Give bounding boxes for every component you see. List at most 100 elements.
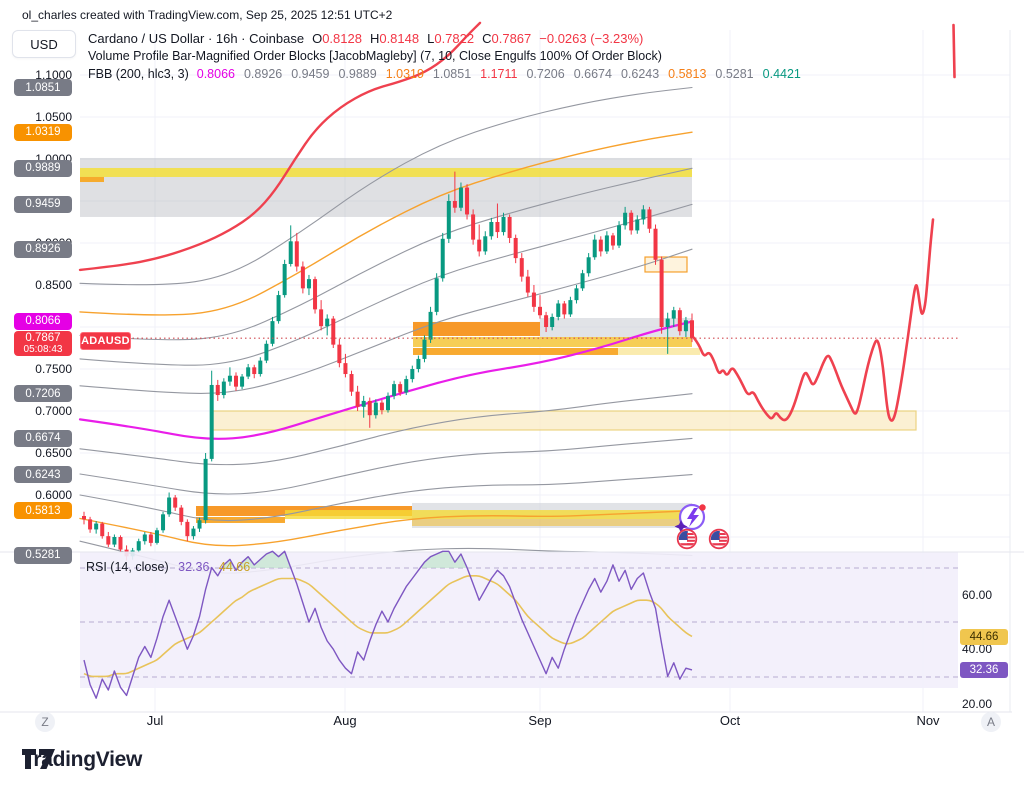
symbol-legend-row[interactable]: Cardano / US Dollar · 16h · Coinbase O0.8… [88, 31, 643, 46]
price-axis-badge: 1.0319 [14, 123, 72, 141]
rsi-legend-row[interactable]: RSI (14, close) 32.36 44.66 [86, 560, 250, 574]
fbb-band-red [78, 21, 482, 272]
symbol-title: Cardano / US Dollar · 16h · Coinbase [88, 31, 305, 46]
timezone-button[interactable]: Z [35, 712, 55, 732]
fbb-values: 0.8066 0.8926 0.9459 0.9889 1.0319 1.0851 1.17… [197, 67, 810, 81]
fbb-band-gray [79, 86, 693, 286]
rsi-value: 32.36 [178, 560, 210, 574]
attribution-text: ol_charles created with TradingView.com,… [22, 8, 393, 22]
candle-body [240, 376, 245, 387]
candle-body [562, 303, 567, 315]
rsi-axis-badge: 32.36 [960, 661, 1008, 678]
candle-body [586, 257, 591, 274]
candle-body [319, 309, 324, 327]
ohlc-value: 0.8148 [379, 31, 420, 46]
indicator-legend-fbb[interactable]: FBB (200, hlc3, 3) 0.8066 0.8926 0.9459 0.98… [88, 67, 810, 81]
price-axis-badge: 0.9889 [14, 159, 72, 177]
fbb-band-magenta [78, 320, 694, 440]
order-block-zone [413, 336, 692, 347]
candle-body [386, 395, 390, 411]
us-flag-event-icon[interactable] [708, 528, 730, 550]
fbb-value: 1.1711 [480, 67, 518, 81]
candle-body [179, 507, 184, 522]
time-axis-label: Jul [146, 713, 164, 728]
candle-body [653, 228, 658, 260]
price-axis-label: 0.6500 [35, 446, 72, 460]
candle-body [325, 318, 330, 327]
candle-body [568, 300, 573, 315]
price-axis-label: 0.7000 [35, 404, 72, 418]
candle-body [264, 343, 269, 361]
candle-body [82, 516, 86, 520]
ohlc-value: 0.8128 [322, 31, 362, 46]
candle-body [525, 276, 530, 293]
candle-body [580, 273, 585, 289]
fbb-band-gray [79, 474, 693, 522]
fbb-value: 1.0319 [385, 67, 424, 81]
candle-body [227, 375, 232, 382]
candle-body [355, 391, 360, 407]
price-axis-label: 1.0500 [35, 110, 72, 124]
candle-body [410, 369, 415, 380]
price-projection-line [692, 218, 935, 422]
time-axis-label: Oct [719, 713, 741, 728]
candle-body [404, 379, 409, 393]
candle-body [477, 239, 482, 252]
candle-body [574, 288, 579, 301]
ohlc-key: C [482, 31, 492, 46]
rsi-overbought-fill [238, 551, 291, 568]
candle-body [392, 384, 397, 396]
candle-body [434, 278, 439, 312]
candle-body [349, 374, 354, 392]
rsi-line [83, 550, 693, 699]
last-price-badge: 0.7867 05:08:43 [14, 331, 72, 356]
candle-body [112, 537, 117, 545]
fbb-value: 0.5813 [668, 67, 707, 81]
auto-scale-button[interactable]: A [981, 712, 1001, 732]
candle-body [647, 209, 652, 229]
candle-body [538, 306, 542, 316]
tradingview-logo[interactable]: TradingView [22, 748, 142, 772]
candle-body [148, 534, 153, 543]
ohlc-value: 0.7822 [434, 31, 475, 46]
time-axis-label: Sep [528, 713, 552, 728]
ai-event-icon[interactable] [674, 503, 706, 533]
candle-body [446, 201, 451, 239]
candle-body [106, 536, 111, 545]
candle-body [501, 216, 506, 233]
currency-button[interactable]: USD [12, 30, 76, 58]
tradingview-logo-mark [22, 749, 55, 769]
price-axis-label: 0.8500 [35, 278, 72, 292]
rsi-band-fill [80, 552, 958, 688]
candle-body [294, 241, 299, 267]
order-block-zone [618, 348, 700, 355]
candle-body [690, 320, 694, 338]
us-flag-event-icon[interactable] [676, 528, 698, 550]
candle-body [173, 497, 178, 508]
candle-body [270, 321, 275, 344]
candle-body [276, 295, 281, 322]
indicator-legend-orderblocks[interactable]: Volume Profile Bar-Magnified Order Block… [88, 49, 662, 63]
order-block-zone [412, 519, 692, 526]
fbb-value: 0.9889 [338, 67, 377, 81]
candle-body [197, 520, 202, 529]
candle-body [677, 310, 682, 332]
candle-body [313, 279, 318, 310]
candle-body [215, 384, 220, 396]
price-axis-badge: 0.8066 [14, 312, 72, 330]
candle-body [221, 381, 226, 396]
order-block-zone [285, 510, 692, 520]
fbb-band-orange [79, 131, 693, 316]
candle-body [495, 222, 500, 233]
candle-body [592, 239, 597, 258]
candle-body [234, 375, 238, 387]
order-block-zone [413, 348, 618, 355]
rsi-axis-label: 40.00 [962, 642, 993, 657]
candle-body [288, 241, 293, 264]
candle-body [635, 219, 640, 231]
rsi-title: RSI (14, close) [86, 560, 169, 574]
fbb-band-gray [79, 167, 693, 341]
ohlc-key: L [427, 31, 435, 46]
